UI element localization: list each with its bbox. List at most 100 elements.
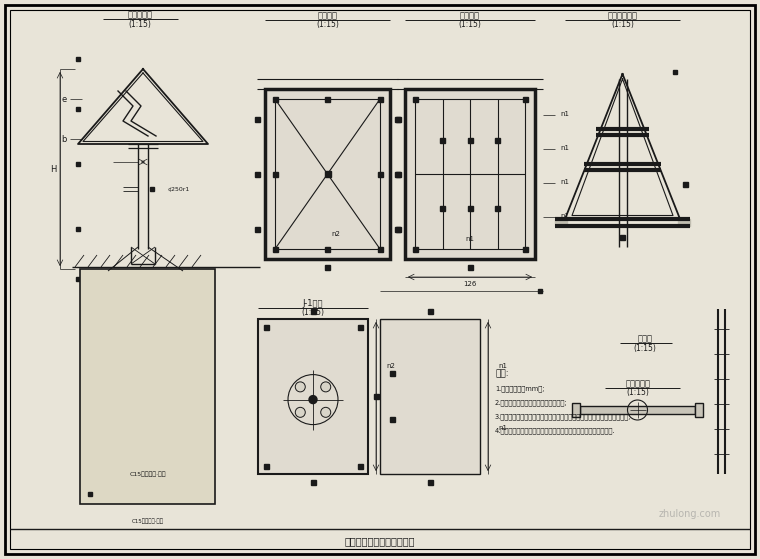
Text: 侧面图: 侧面图 <box>638 334 653 343</box>
Bar <box>265 89 390 259</box>
Bar <box>523 247 527 252</box>
Text: (1:15): (1:15) <box>626 389 650 397</box>
Bar <box>695 403 703 417</box>
Bar <box>495 138 500 143</box>
Text: 2.标志版面颜色为黄底、黑边、黑图案;: 2.标志版面颜色为黄底、黑边、黑图案; <box>495 400 568 406</box>
Bar <box>325 171 331 177</box>
Text: J-1截图: J-1截图 <box>302 300 323 309</box>
Text: n1: n1 <box>560 145 569 151</box>
Bar <box>373 394 378 399</box>
Text: 基础立面: 基础立面 <box>318 12 337 21</box>
Text: n2: n2 <box>331 231 340 237</box>
Text: (1:15): (1:15) <box>128 20 151 29</box>
Text: b: b <box>62 135 67 144</box>
Text: H: H <box>50 164 56 173</box>
Text: n1: n1 <box>560 111 569 117</box>
Bar <box>76 57 80 61</box>
Bar <box>538 289 542 293</box>
Bar <box>264 325 268 329</box>
Text: C15素砼基础·承台: C15素砼基础·承台 <box>129 471 166 477</box>
Bar <box>255 226 259 231</box>
Bar <box>378 247 382 252</box>
Bar <box>413 247 417 252</box>
Bar <box>673 70 677 74</box>
Bar <box>378 97 382 102</box>
Bar <box>255 116 259 121</box>
Text: 126: 126 <box>464 281 477 287</box>
Bar <box>572 403 580 417</box>
Text: n2: n2 <box>386 362 395 368</box>
Bar <box>275 99 380 249</box>
Bar <box>311 480 315 485</box>
Bar <box>389 417 394 422</box>
Bar <box>467 206 473 211</box>
Text: n1: n1 <box>560 179 569 186</box>
Text: n1: n1 <box>465 236 474 242</box>
Bar <box>405 89 535 259</box>
Text: 标志立面图: 标志立面图 <box>128 11 153 20</box>
Text: 标志平面图: 标志平面图 <box>625 380 651 389</box>
Text: 3.基础金件于安装基础前，基础可固定于竹竿车上，运输过程中主起来运输;: 3.基础金件于安装基础前，基础可固定于竹竿车上，运输过程中主起来运输; <box>495 414 632 420</box>
Text: (1:35): (1:35) <box>302 309 325 318</box>
Bar <box>394 116 400 121</box>
Bar <box>395 172 401 177</box>
Bar <box>413 97 417 102</box>
Text: 附注:: 附注: <box>495 369 508 378</box>
Text: (1:15): (1:15) <box>316 21 339 30</box>
Bar <box>394 226 400 231</box>
Text: (1:15): (1:15) <box>458 21 481 30</box>
Circle shape <box>296 408 306 418</box>
Circle shape <box>321 408 331 418</box>
Bar <box>264 463 268 468</box>
Bar <box>255 172 259 177</box>
Bar <box>378 172 382 177</box>
Text: 1.本图尺寸均以mm计;: 1.本图尺寸均以mm计; <box>495 386 544 392</box>
Bar <box>273 172 277 177</box>
Bar <box>357 463 363 468</box>
Text: (1:15): (1:15) <box>611 21 634 30</box>
Bar <box>682 182 688 187</box>
Bar <box>389 371 394 376</box>
Bar <box>415 99 525 249</box>
Bar <box>76 227 80 231</box>
Text: 4.基础形式及基础回转等根据现场上，基础开挖方法基础等示意图.: 4.基础形式及基础回转等根据现场上，基础开挖方法基础等示意图. <box>495 428 616 434</box>
Bar <box>395 226 401 231</box>
Bar <box>76 107 80 111</box>
Bar <box>311 309 315 314</box>
Bar <box>467 138 473 143</box>
Bar <box>427 480 432 485</box>
Circle shape <box>309 396 317 404</box>
Bar <box>523 97 527 102</box>
Bar <box>380 319 480 474</box>
Bar <box>88 492 92 496</box>
Bar <box>495 206 500 211</box>
Bar <box>440 138 445 143</box>
Bar <box>273 97 277 102</box>
Bar <box>76 277 80 281</box>
Bar <box>258 319 368 474</box>
Text: 基础侧面: 基础侧面 <box>460 12 480 21</box>
Text: 警告标志结构设计图（一）: 警告标志结构设计图（一） <box>345 536 415 546</box>
Bar <box>555 219 567 226</box>
Text: 标志背立面图: 标志背立面图 <box>607 12 638 21</box>
Text: zhulong.com: zhulong.com <box>659 509 721 519</box>
Bar <box>325 247 330 252</box>
Bar <box>150 187 154 191</box>
Bar <box>273 247 277 252</box>
Bar <box>580 406 695 414</box>
Bar <box>325 97 330 102</box>
Bar <box>394 172 400 177</box>
Bar <box>80 269 215 504</box>
Bar <box>678 219 690 226</box>
Bar <box>427 309 432 314</box>
Bar <box>395 116 401 121</box>
Text: n1: n1 <box>498 362 507 368</box>
Text: n1: n1 <box>560 214 569 220</box>
Circle shape <box>321 382 331 392</box>
Text: (1:15): (1:15) <box>634 343 657 353</box>
Text: C15素砼基础·承台: C15素砼基础·承台 <box>131 518 163 524</box>
Bar <box>440 206 445 211</box>
Bar <box>325 264 330 269</box>
Text: ¢250r1: ¢250r1 <box>168 187 190 192</box>
Bar <box>357 325 363 329</box>
